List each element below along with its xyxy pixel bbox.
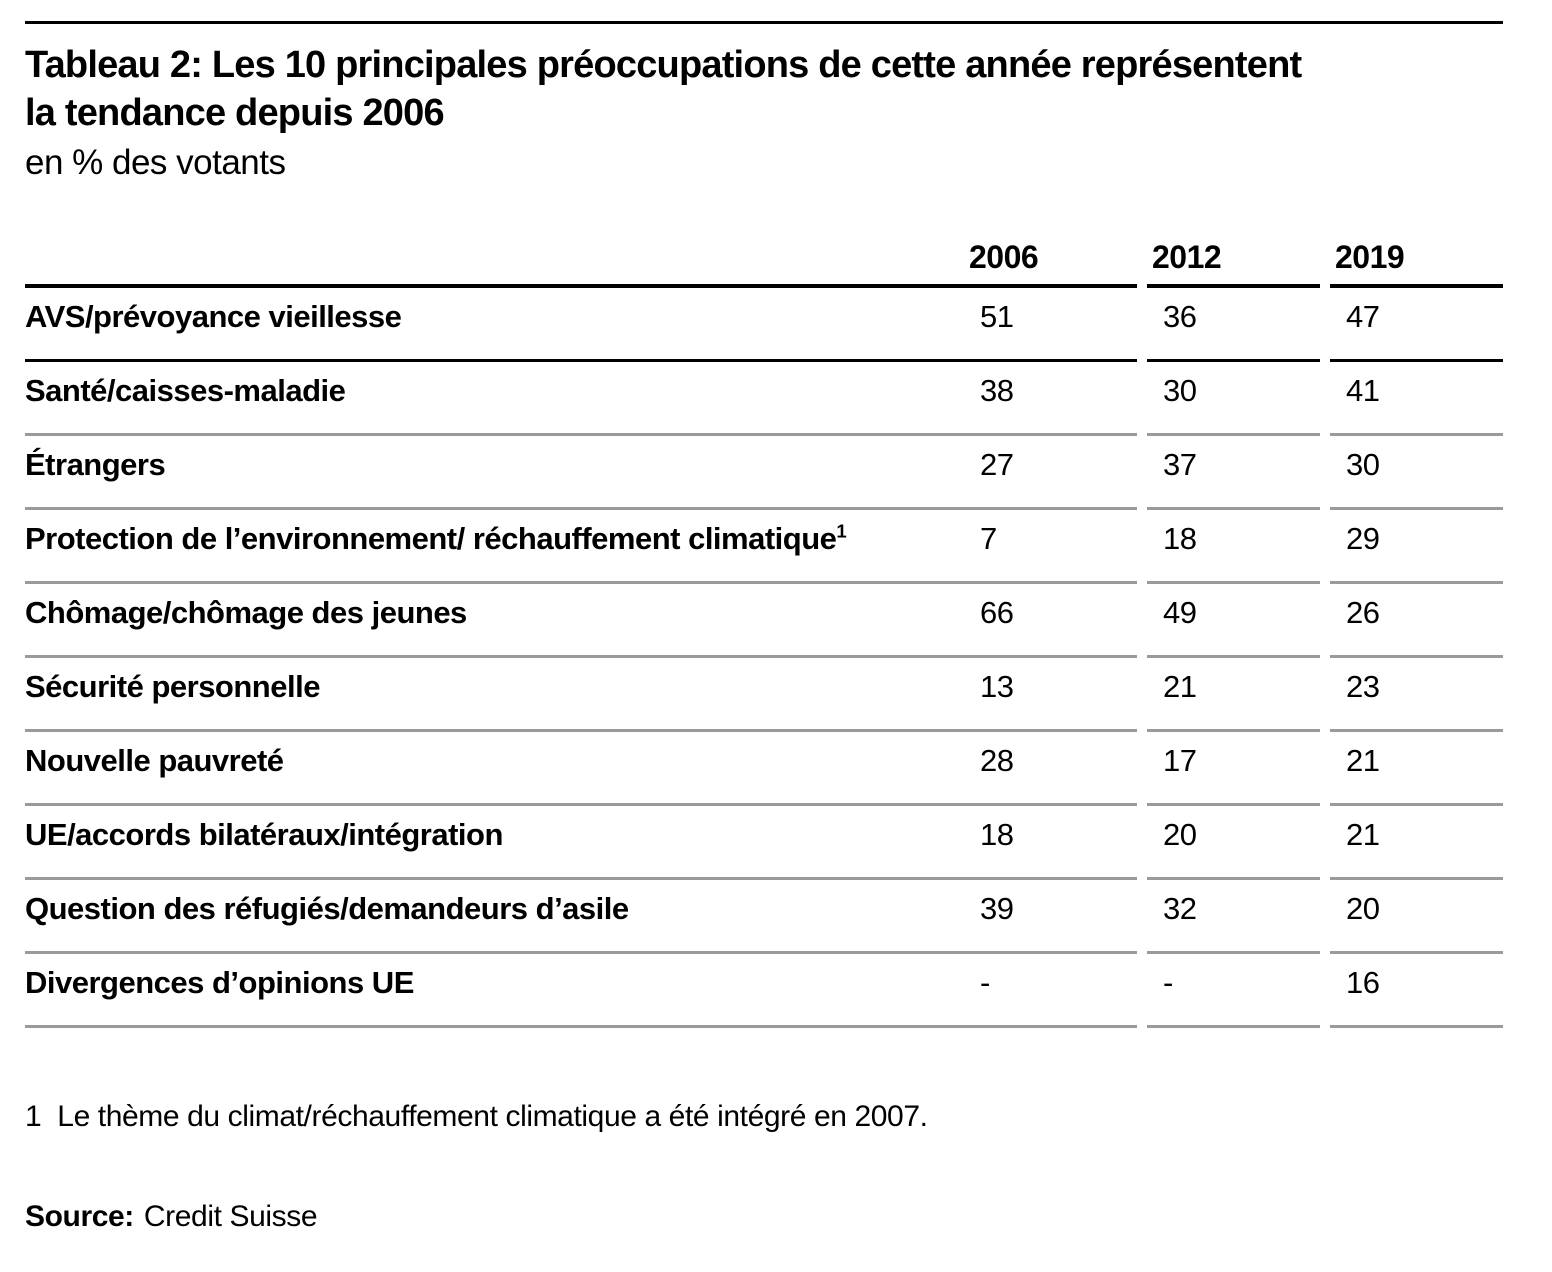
top-rule: [25, 21, 1503, 24]
row-label: Sécurité personnelle: [25, 658, 964, 732]
row-label: Protection de l’environnement/ réchauffe…: [25, 510, 964, 584]
value-2019: 23: [1330, 658, 1503, 732]
header-label-cell: [25, 239, 964, 288]
value-2012: 36: [1147, 288, 1320, 362]
table-row: Nouvelle pauvreté 28 17 21: [25, 732, 1503, 806]
figure-title: Tableau 2: Les 10 principales préoccupat…: [25, 41, 1503, 137]
footnote-marker: 1: [25, 1100, 42, 1133]
figure-title-line1: Tableau 2: Les 10 principales préoccupat…: [25, 44, 1302, 86]
footnote-text: Le thème du climat/réchauffement climati…: [57, 1100, 928, 1133]
value-2012: 17: [1147, 732, 1320, 806]
footnote-marker-sup: 1: [836, 520, 847, 542]
table-row: Protection de l’environnement/ réchauffe…: [25, 510, 1503, 584]
concerns-table: 2006 2012 2019 AVS/prévoyance vieillesse…: [25, 239, 1503, 1028]
value-2006: 39: [964, 880, 1137, 954]
row-label: Santé/caisses-maladie: [25, 362, 964, 436]
value-2019: 47: [1330, 288, 1503, 362]
table-row: AVS/prévoyance vieillesse 51 36 47: [25, 288, 1503, 362]
value-2006: 28: [964, 732, 1137, 806]
source-label: Source:: [25, 1200, 134, 1233]
row-label: Chômage/chômage des jeunes: [25, 584, 964, 658]
figure-title-line2: la tendance depuis 2006: [25, 92, 445, 134]
row-label: Étrangers: [25, 436, 964, 510]
value-2019: 41: [1330, 362, 1503, 436]
table-row: Question des réfugiés/demandeurs d’asile…: [25, 880, 1503, 954]
value-2019: 16: [1330, 954, 1503, 1028]
table-row: Chômage/chômage des jeunes 66 49 26: [25, 584, 1503, 658]
value-2006: -: [964, 954, 1137, 1028]
table-header-row: 2006 2012 2019: [25, 239, 1503, 288]
value-2012: 30: [1147, 362, 1320, 436]
value-2012: 18: [1147, 510, 1320, 584]
column-gap: [1137, 239, 1147, 288]
value-2012: 21: [1147, 658, 1320, 732]
value-2006: 27: [964, 436, 1137, 510]
table-row: Santé/caisses-maladie 38 30 41: [25, 362, 1503, 436]
row-label: UE/accords bilatéraux/intégration: [25, 806, 964, 880]
table-row: Étrangers 27 37 30: [25, 436, 1503, 510]
column-gap: [1320, 239, 1330, 288]
row-label: Question des réfugiés/demandeurs d’asile: [25, 880, 964, 954]
value-2012: 49: [1147, 584, 1320, 658]
value-2019: 26: [1330, 584, 1503, 658]
column-header-2012: 2012: [1147, 239, 1320, 288]
value-2006: 7: [964, 510, 1137, 584]
column-header-2006: 2006: [964, 239, 1137, 288]
source-line: Source: Credit Suisse: [25, 1198, 1503, 1236]
row-label: Nouvelle pauvreté: [25, 732, 964, 806]
value-2012: 32: [1147, 880, 1320, 954]
table-figure: Tableau 2: Les 10 principales préoccupat…: [25, 21, 1503, 1236]
value-2006: 18: [964, 806, 1137, 880]
row-label: AVS/prévoyance vieillesse: [25, 288, 964, 362]
column-header-2019: 2019: [1330, 239, 1503, 288]
value-2012: -: [1147, 954, 1320, 1028]
value-2006: 38: [964, 362, 1137, 436]
value-2019: 29: [1330, 510, 1503, 584]
value-2019: 21: [1330, 732, 1503, 806]
table-row: UE/accords bilatéraux/intégration 18 20 …: [25, 806, 1503, 880]
table-row: Sécurité personnelle 13 21 23: [25, 658, 1503, 732]
row-label: Divergences d’opinions UE: [25, 954, 964, 1028]
value-2006: 13: [964, 658, 1137, 732]
value-2019: 30: [1330, 436, 1503, 510]
value-2012: 37: [1147, 436, 1320, 510]
source-text: Credit Suisse: [143, 1200, 318, 1233]
value-2006: 51: [964, 288, 1137, 362]
value-2019: 20: [1330, 880, 1503, 954]
figure-subtitle: en % des votants: [25, 143, 286, 182]
footnote: 1 Le thème du climat/réchauffement climat…: [25, 1098, 1503, 1136]
value-2012: 20: [1147, 806, 1320, 880]
value-2006: 66: [964, 584, 1137, 658]
value-2019: 21: [1330, 806, 1503, 880]
table-row: Divergences d’opinions UE - - 16: [25, 954, 1503, 1028]
